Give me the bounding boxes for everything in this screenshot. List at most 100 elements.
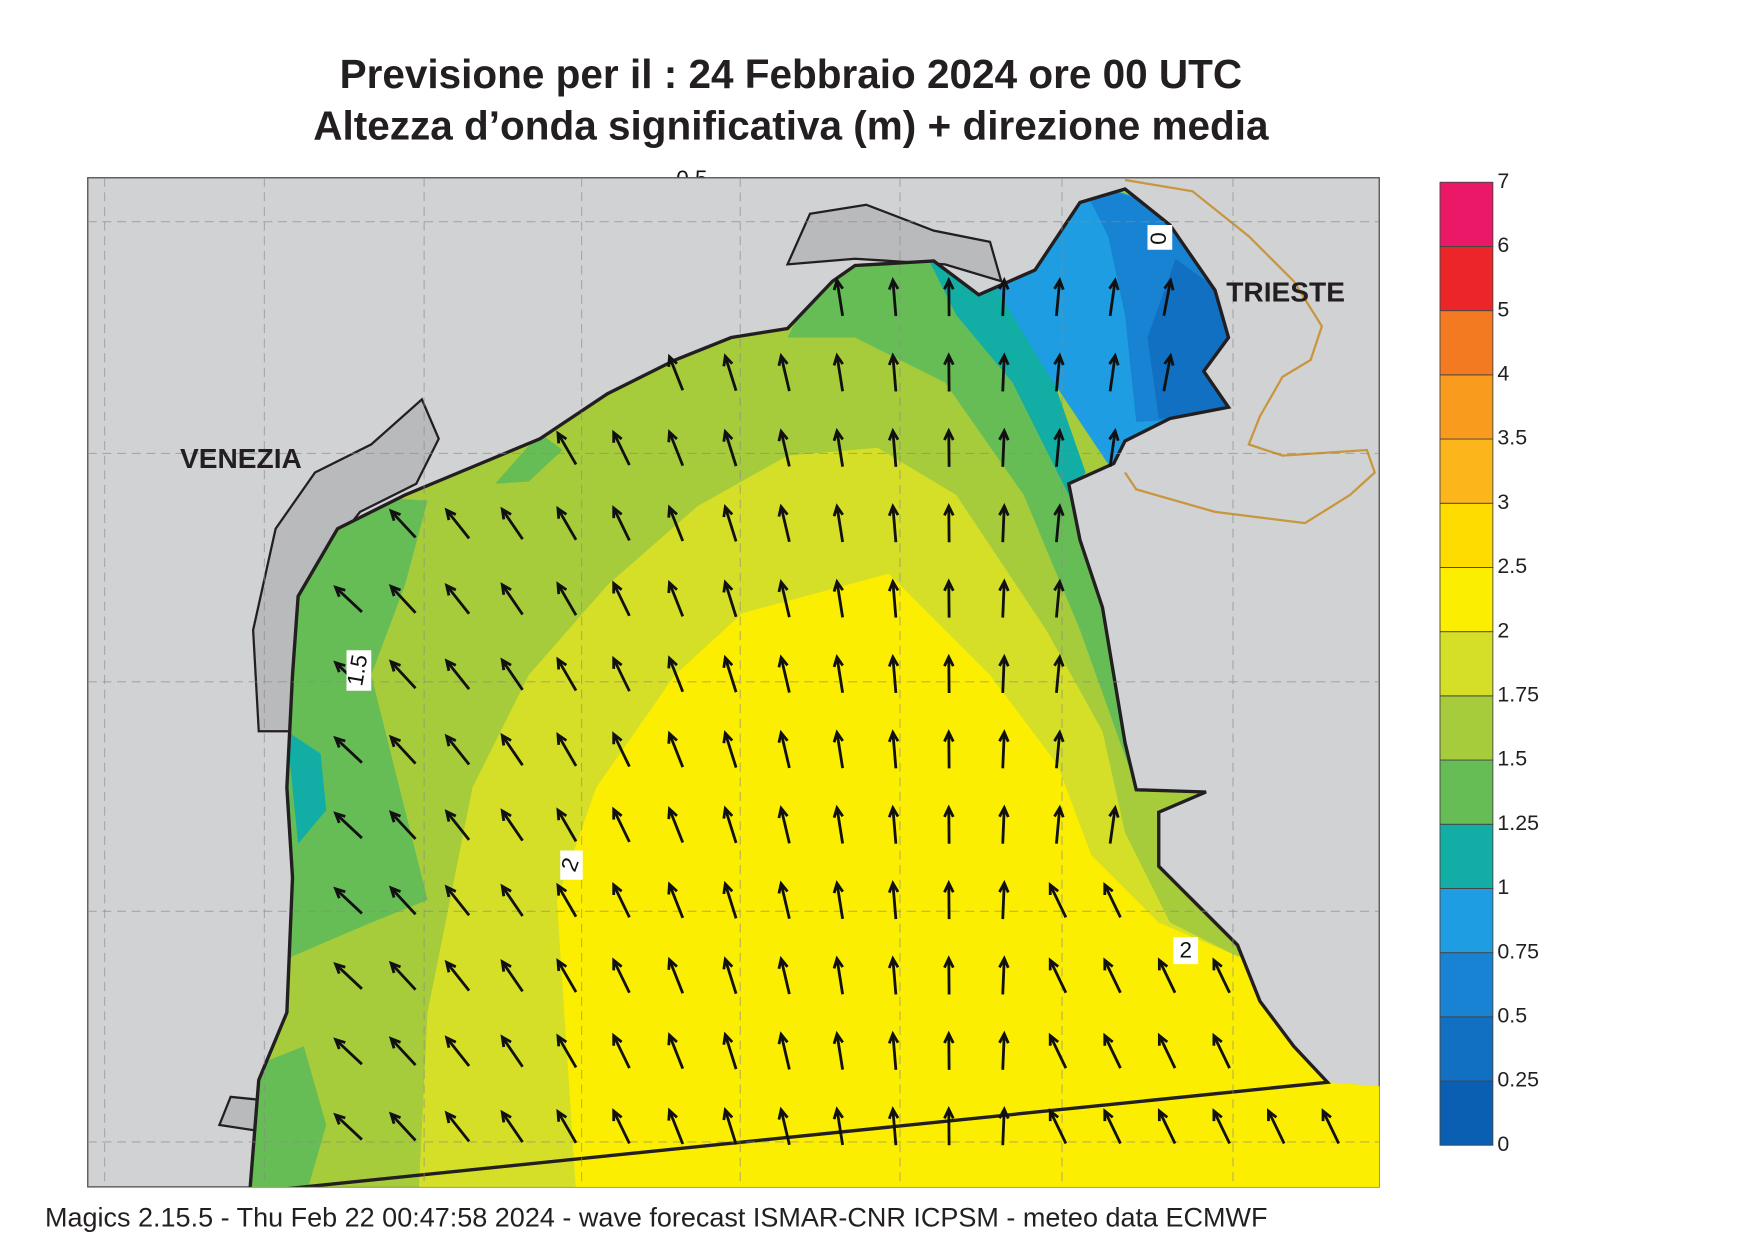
arrow-head [444,658,457,672]
arrow-head [887,879,900,894]
arrow-shaft [1055,506,1062,543]
arrow-shaft [556,960,578,993]
arrow-shaft [1055,656,1062,694]
arrow-shaft [1212,959,1231,994]
arrow-head [444,884,457,898]
arrow-shaft [723,506,738,542]
arrow-head [943,1030,955,1044]
arrow-shaft [445,1112,471,1143]
arrow-head [667,730,678,744]
colorbar-label: 3 [1497,490,1509,514]
arrow-head [388,508,402,522]
arrow-head [722,428,734,442]
arrow-head [500,657,512,671]
arrow-shaft [556,1035,578,1069]
arrow-shaft [501,659,524,691]
arrow-shaft [334,963,363,990]
colorbar-label: 4 [1497,361,1509,385]
arrow-head [832,352,844,366]
arrow-shaft [779,732,791,769]
arrow-head [667,579,678,594]
arrow-head [1053,352,1065,366]
arrow-head [388,1036,402,1049]
arrow-head [500,506,512,520]
colorbar-label: 1.25 [1497,811,1539,835]
arrow-head [943,879,955,893]
arrow-head [1157,957,1169,971]
arrow-shaft [835,506,845,543]
arrow-shaft [556,432,578,466]
arrow-head [1108,427,1120,442]
arrow-head [832,880,844,894]
colorbar-swatch [1439,759,1494,825]
arrow-head [943,729,955,743]
arrow-head [444,959,457,973]
colorbar-label: 0.75 [1497,939,1539,963]
arrow-head [333,1112,346,1125]
arrow-head [1212,957,1223,971]
arrow-head [832,1030,844,1045]
arrow-head [388,659,402,672]
arrow-head [556,1108,568,1122]
arrow-head [612,1032,623,1046]
arrow-shaft [668,1110,685,1145]
colorbar-swatch [1439,631,1494,697]
arrow-head [1108,277,1120,291]
arrow-head [500,808,512,822]
arrow-shaft [612,1035,631,1069]
arrow-shaft [1162,355,1172,392]
arrow-head [500,958,512,972]
arrow-shaft [668,657,685,693]
arrow-head [998,503,1010,517]
arrow-head [722,1106,734,1121]
colorbar-label: 6 [1497,233,1509,257]
colorbar-swatch [1439,1080,1494,1146]
arrow-shaft [556,1110,578,1144]
arrow-shaft [612,507,631,542]
arrow-shaft [1001,280,1006,317]
arrow-head [1048,1108,1060,1122]
arrow-head [777,578,789,593]
arrow-head [943,276,955,290]
arrow-shaft [668,582,685,617]
arrow-shaft [1212,1035,1231,1069]
arrow-shaft [779,506,791,543]
arrow-shaft [1001,581,1006,618]
arrow-shaft [1048,1035,1068,1069]
colorbar-swatch [1439,438,1494,504]
arrow-shaft [334,1113,363,1141]
arrow-shaft [835,280,845,317]
arrow-head [1053,503,1065,517]
arrow-head [943,503,955,517]
arrow-head [444,733,457,747]
arrow-head [612,580,623,594]
colorbar-label: 1.5 [1497,747,1527,771]
arrow-head [832,804,844,819]
arrow-head [1053,804,1065,818]
arrow-head [998,578,1010,592]
arrow-shaft [1001,656,1006,694]
arrow-shaft [334,737,363,764]
arrow-shaft [390,510,417,539]
arrow-shaft [501,885,524,917]
arrow-head [777,805,789,819]
arrow-shaft [668,733,685,768]
arrow-head [998,352,1010,366]
arrow-shaft [445,961,471,992]
arrow-shaft [835,958,845,995]
arrow-head [1103,1032,1114,1046]
arrow-head [998,1030,1010,1044]
arrow-shaft [668,959,685,994]
arrow-head [1048,957,1060,971]
arrow-head [667,956,678,970]
colorbar-label: 3.5 [1497,426,1527,450]
arrow-shaft [390,1037,417,1067]
arrow-shaft [1108,280,1117,317]
arrow-shaft [556,734,578,767]
arrow-shaft [501,810,524,842]
arrow-shaft [1001,958,1006,995]
colorbar-swatch [1439,1016,1494,1082]
arrow-head [1321,1108,1332,1122]
arrow-head [556,505,568,519]
